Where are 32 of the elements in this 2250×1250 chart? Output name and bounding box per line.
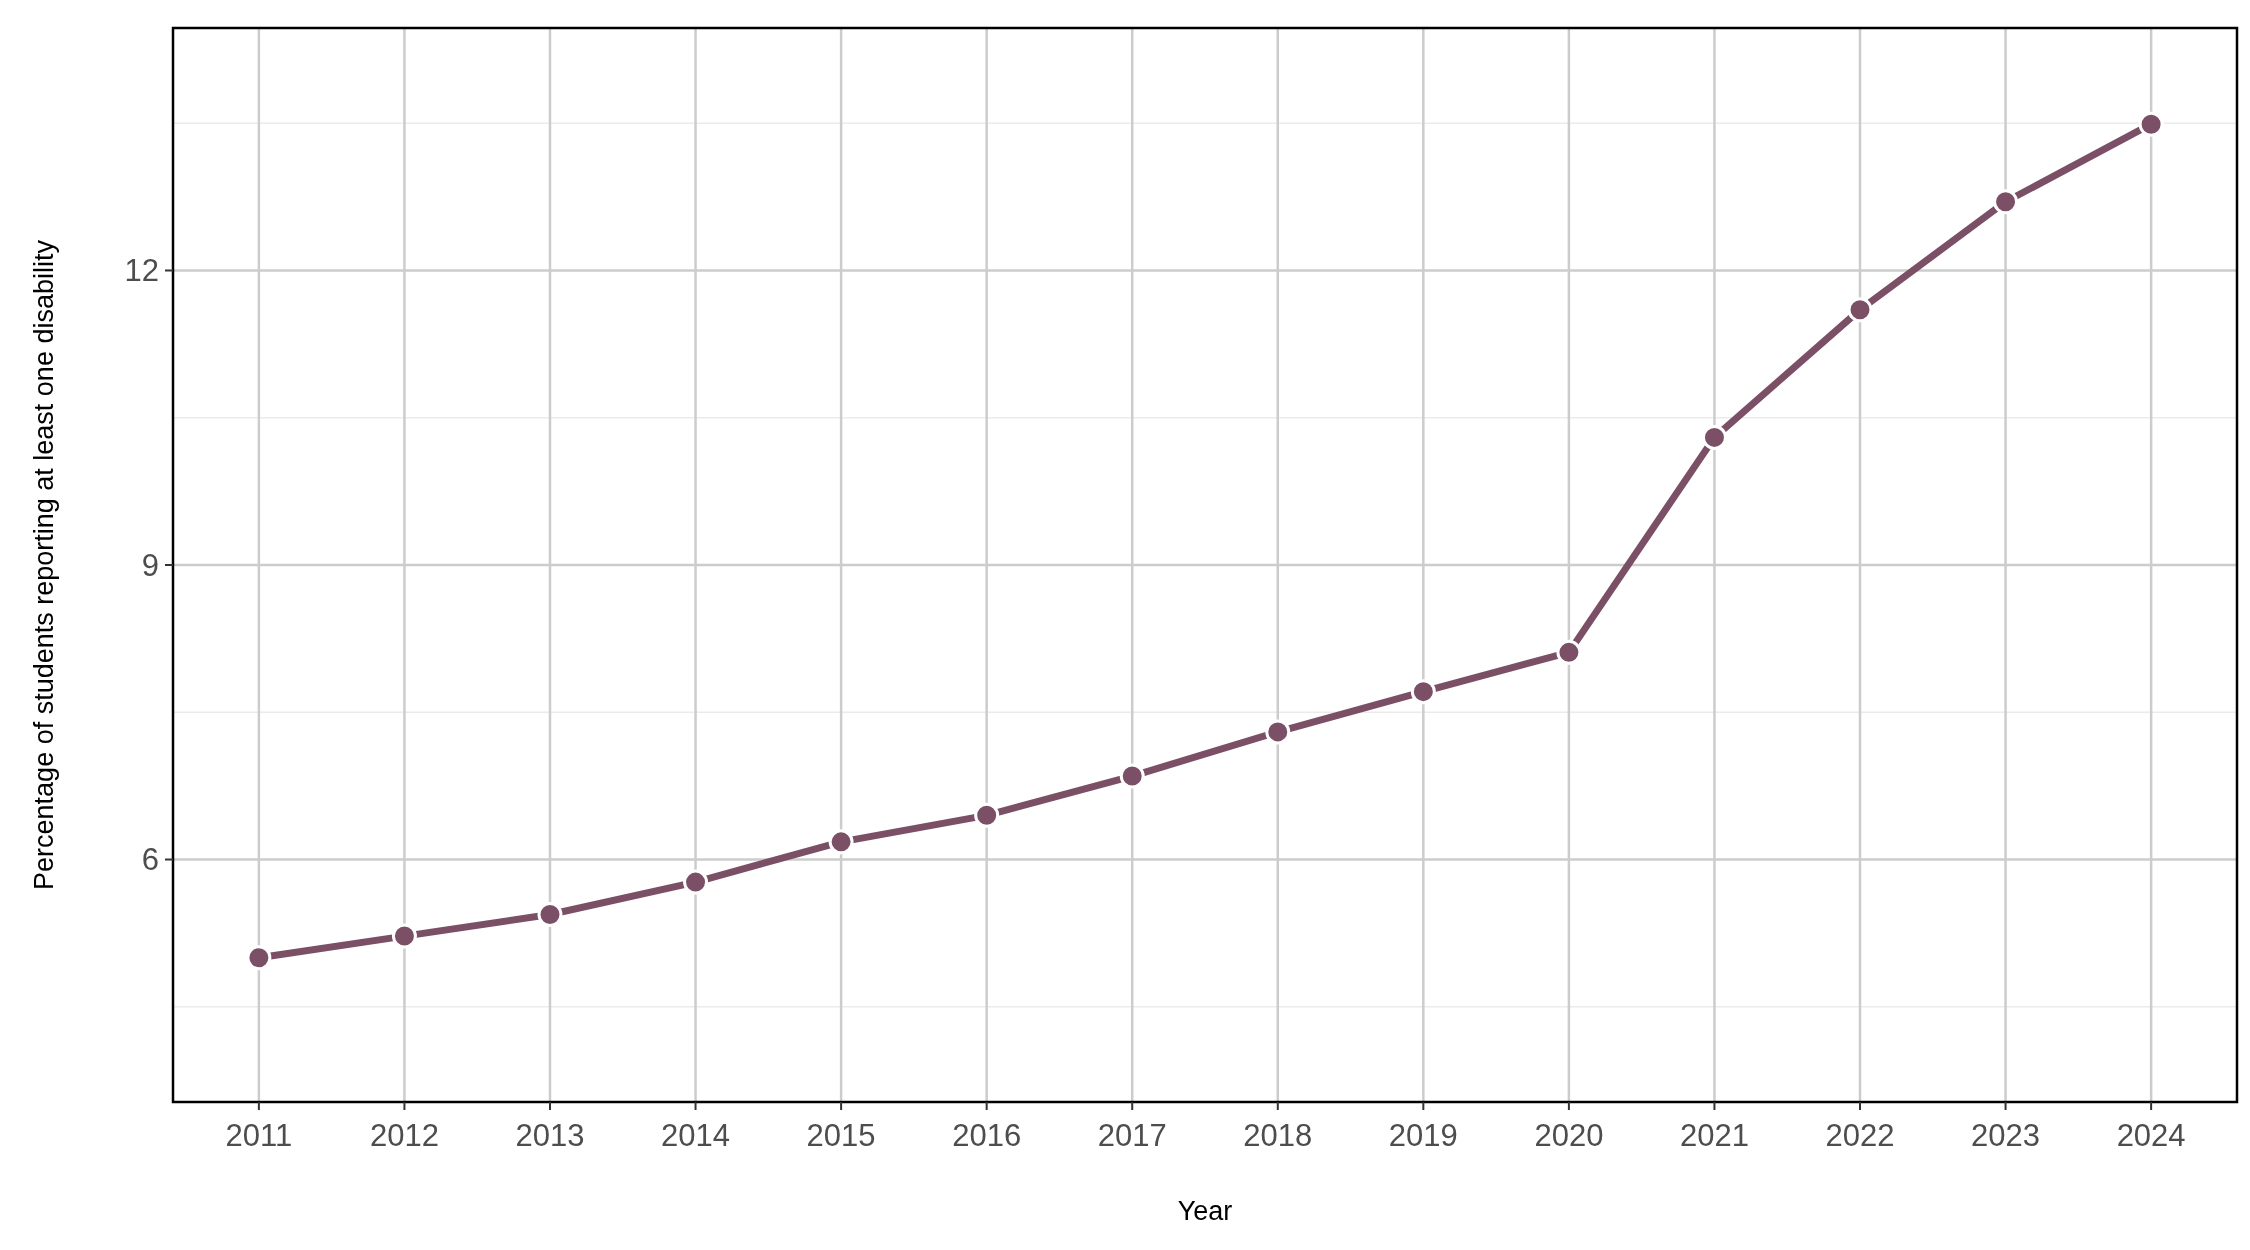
x-tick-label: 2017	[1097, 1118, 1167, 1153]
x-tick-label: 2019	[1388, 1118, 1458, 1153]
y-tick-label: 6	[141, 842, 159, 878]
x-axis-title: Year	[1177, 1196, 1233, 1226]
y-axis-title: Percentage of students reporting at least one disability	[29, 239, 59, 890]
point	[1556, 639, 1582, 665]
x-tick-label: 2016	[952, 1118, 1022, 1153]
x-tick-label: 2013	[515, 1118, 585, 1153]
x-tick-label: 2021	[1679, 1118, 1749, 1153]
x-tick-label: 2022	[1825, 1118, 1895, 1153]
point	[1410, 679, 1436, 705]
y-tick-label: 9	[141, 547, 159, 583]
point	[246, 945, 272, 971]
x-tick-label: 2020	[1534, 1118, 1604, 1153]
point	[1993, 189, 2019, 215]
x-tick-label: 2024	[2116, 1118, 2186, 1153]
x-tick-label: 2023	[1971, 1118, 2041, 1153]
point	[2138, 111, 2164, 137]
x-tick-label: 2011	[225, 1118, 293, 1153]
x-tick-label: 2014	[661, 1118, 731, 1153]
point	[683, 869, 709, 895]
point	[828, 829, 854, 855]
x-tick-label: 2012	[369, 1118, 439, 1153]
point	[1265, 719, 1291, 745]
point	[391, 923, 417, 949]
point	[1847, 297, 1873, 323]
point	[537, 901, 563, 927]
x-tick-label: 2015	[806, 1118, 876, 1153]
point	[1119, 763, 1145, 789]
y-tick-label: 12	[124, 253, 159, 289]
x-tick-label: 2018	[1243, 1118, 1313, 1153]
point	[974, 802, 1000, 828]
